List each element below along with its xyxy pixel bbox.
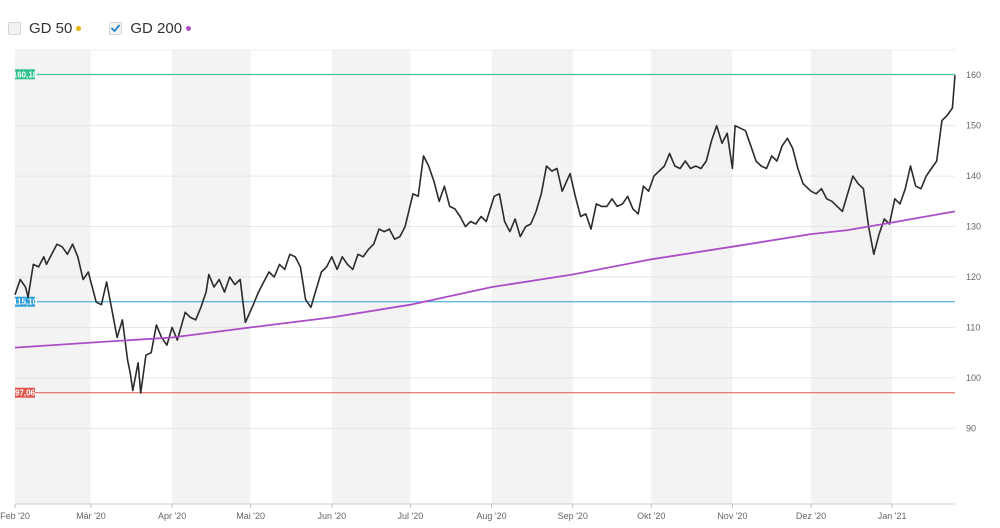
x-tick-label: Jun '20: [317, 511, 346, 521]
y-tick-label: 140: [966, 171, 981, 181]
y-tick-label: 150: [966, 121, 981, 131]
x-tick-label: Sep '20: [558, 511, 588, 521]
y-tick-label: 110: [966, 322, 980, 332]
check-icon: [111, 24, 121, 32]
gd50-label: GD 50: [29, 19, 73, 37]
x-tick-label: Apr '20: [158, 511, 186, 521]
x-tick-label: Jan '21: [878, 511, 907, 521]
x-tick-label: Mai '20: [236, 511, 265, 521]
y-tick-label: 160: [966, 70, 981, 80]
reference-tag: [15, 296, 35, 307]
x-tick-label: Jul '20: [398, 511, 424, 521]
gd200-series-line: [14, 210, 956, 349]
gd200-color-dot: [186, 25, 192, 31]
reference-tag: [15, 69, 35, 80]
legend: GD 50 GD 200: [8, 14, 192, 42]
x-tick-label: Mär '20: [76, 511, 106, 521]
x-tick-label: Okt '20: [637, 511, 665, 521]
x-tick-label: Dez '20: [796, 511, 826, 521]
x-tick-label: Aug '20: [476, 511, 506, 521]
x-tick-label: Nov '20: [717, 511, 747, 521]
gd200-label: GD 200: [130, 19, 183, 37]
y-tick-label: 90: [966, 423, 976, 433]
x-tick-label: Feb '20: [0, 511, 30, 521]
reference-tag: [15, 387, 35, 398]
gd50-color-dot: [76, 25, 82, 31]
y-tick-label: 100: [966, 373, 981, 383]
y-tick-label: 130: [966, 222, 981, 232]
legend-item-gd200[interactable]: GD 200: [109, 19, 192, 37]
reference-label: 160,18: [13, 70, 38, 79]
y-tick-label: 120: [966, 272, 981, 282]
reference-label: 115,10: [13, 298, 38, 307]
legend-item-gd50[interactable]: GD 50: [8, 19, 82, 37]
gd200-checkbox[interactable]: [109, 21, 123, 35]
gd50-checkbox[interactable]: [8, 21, 21, 35]
reference-label: 97,06: [15, 389, 36, 398]
